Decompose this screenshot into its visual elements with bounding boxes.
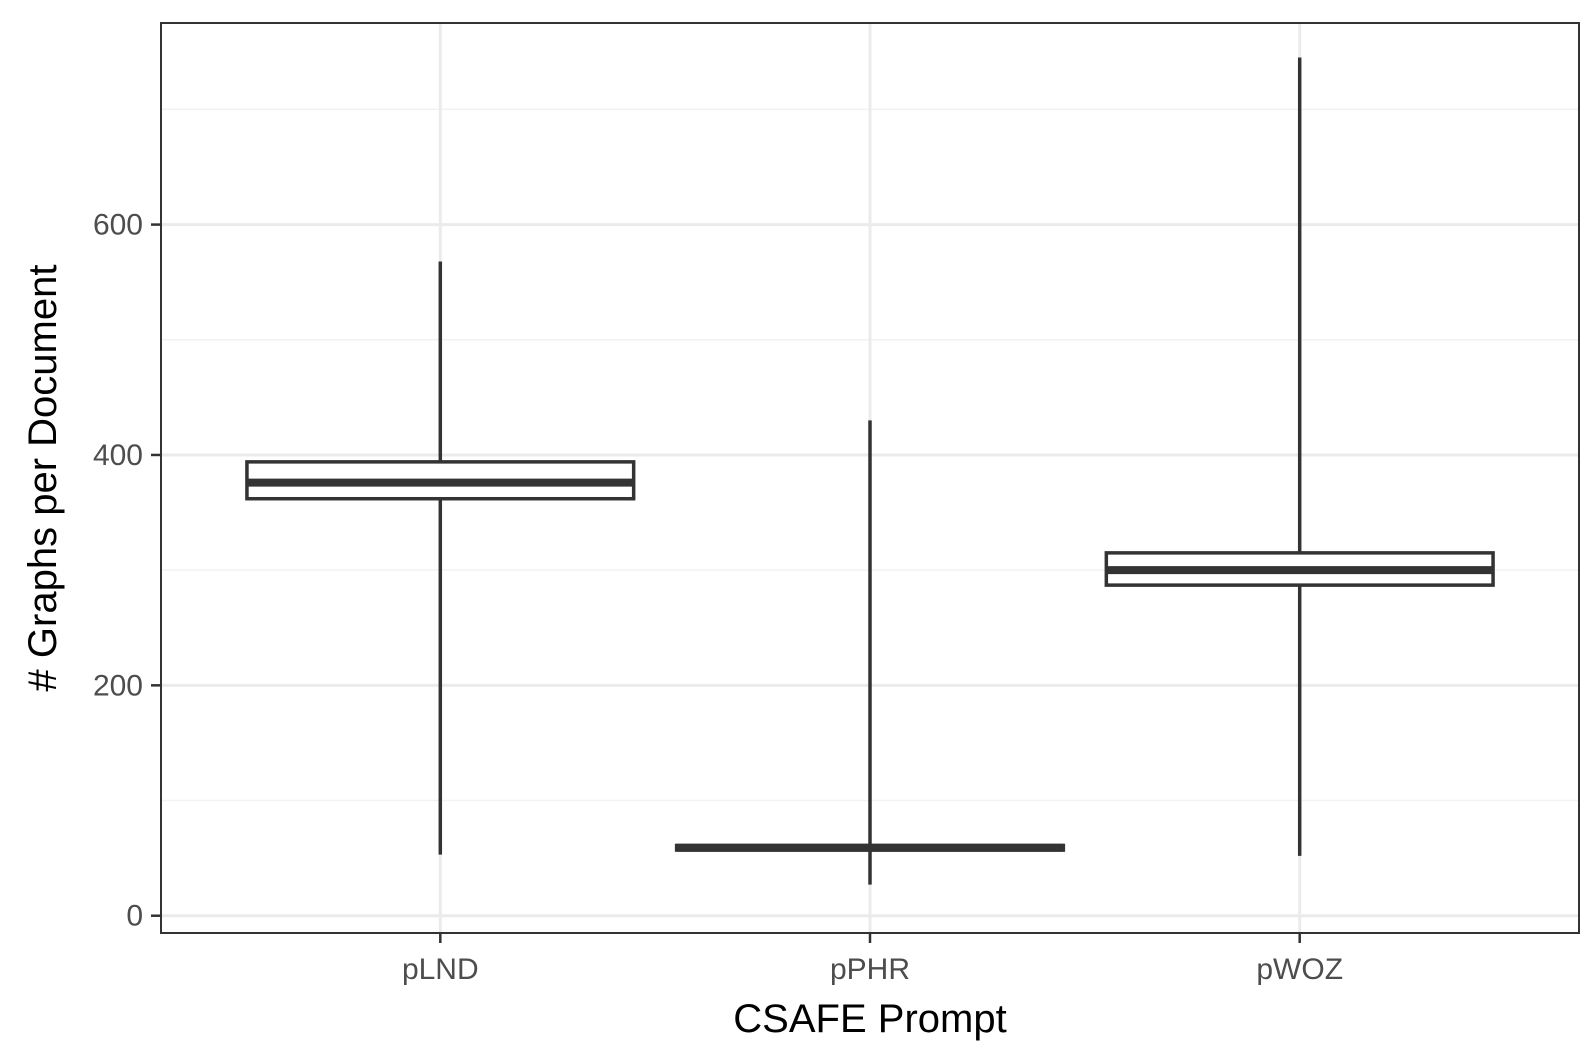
x-tick-label-pLND: pLND — [402, 953, 479, 986]
y-tick-label: 0 — [126, 900, 143, 933]
box-group-pLND — [245, 261, 636, 855]
y-axis-title: # Graphs per Document — [21, 265, 65, 692]
x-tick-label-pPHR: pPHR — [830, 953, 910, 986]
box-layer — [245, 57, 1495, 885]
x-tick-label-pWOZ: pWOZ — [1256, 953, 1343, 986]
y-tick-label: 600 — [93, 209, 143, 242]
y-tick-label: 200 — [93, 669, 143, 702]
box-group-pPHR — [674, 420, 1066, 885]
y-tick-label: 400 — [93, 439, 143, 472]
axis-layer: 0 200 400 600 pLND pPHR pWOZ — [93, 209, 1343, 986]
x-axis-title: CSAFE Prompt — [733, 997, 1006, 1041]
box-group-pWOZ — [1104, 57, 1495, 856]
